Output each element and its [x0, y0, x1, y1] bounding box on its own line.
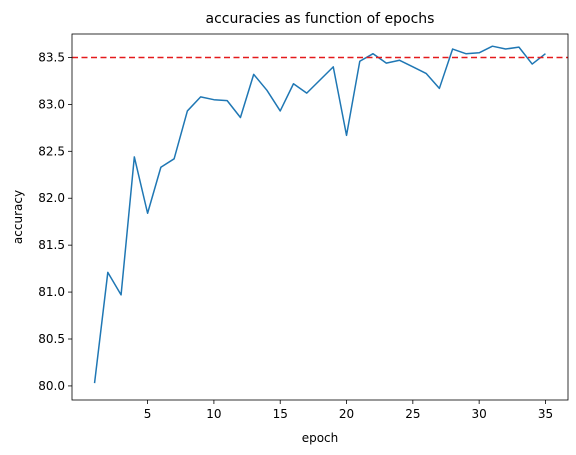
y-tick-label: 81.0: [38, 285, 65, 299]
y-tick-label: 80.5: [38, 332, 65, 346]
x-tick-label: 5: [144, 407, 152, 421]
x-tick-label: 15: [273, 407, 288, 421]
x-tick-label: 20: [339, 407, 354, 421]
y-tick-label: 82.5: [38, 144, 65, 158]
x-axis-label: epoch: [302, 431, 339, 445]
axes-frame: [71, 33, 569, 401]
x-tick-label: 30: [472, 407, 487, 421]
x-tick-label: 25: [405, 407, 420, 421]
y-axis-label: accuracy: [11, 190, 25, 244]
y-tick-label: 83.5: [38, 50, 65, 64]
y-tick-label: 83.0: [38, 97, 65, 111]
x-tick-label: 10: [206, 407, 221, 421]
y-tick-label: 81.5: [38, 238, 65, 252]
y-tick-label: 82.0: [38, 191, 65, 205]
x-tick-label: 35: [538, 407, 553, 421]
y-tick-label: 80.0: [38, 379, 65, 393]
chart-title: accuracies as function of epochs: [206, 11, 435, 27]
plot-area: [72, 45, 568, 384]
accuracy-series-line: [93, 45, 546, 384]
